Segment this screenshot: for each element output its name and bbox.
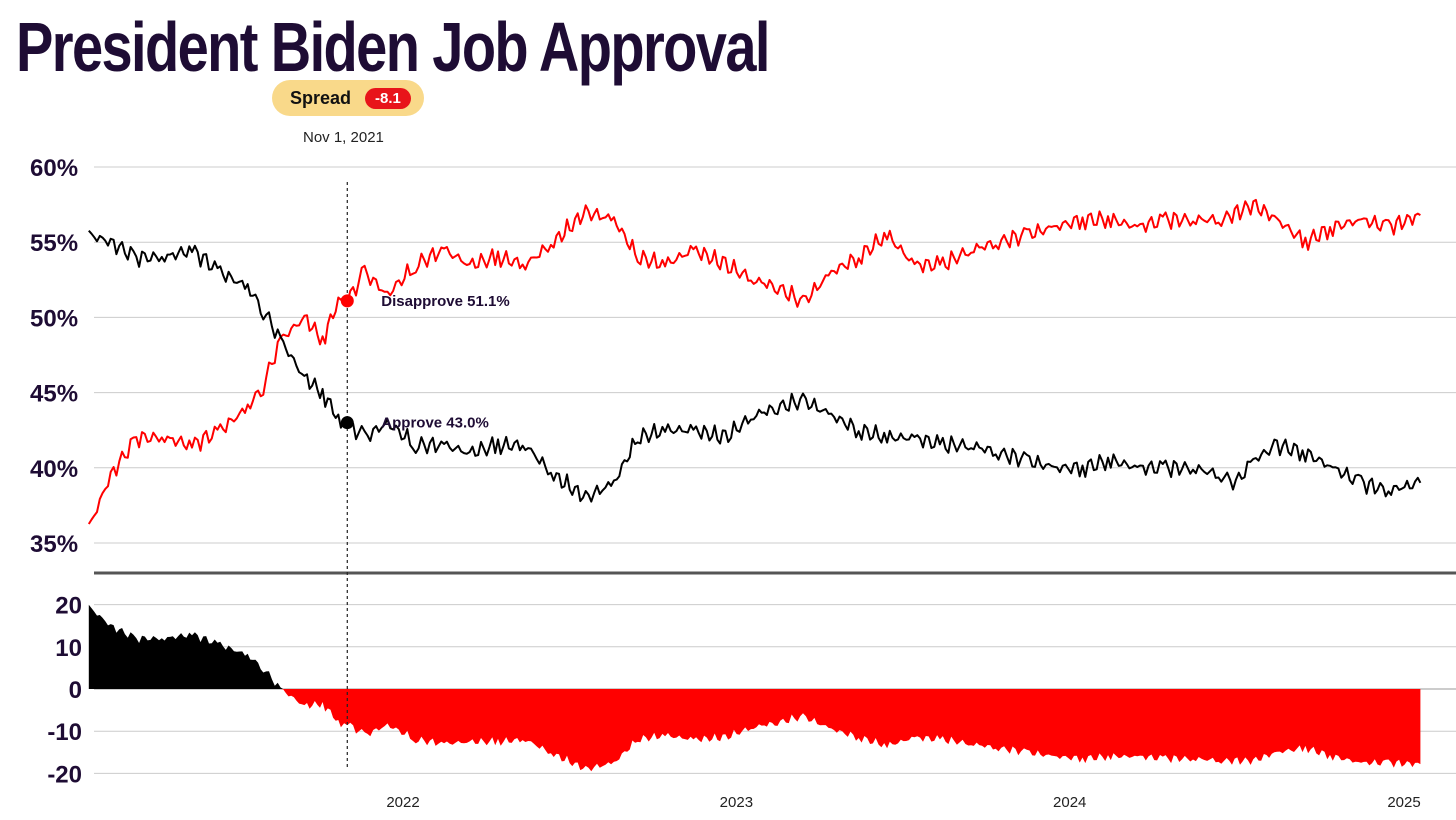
y-tick-label: 60%: [30, 155, 78, 182]
page-title: President Biden Job Approval: [16, 8, 770, 86]
hover-date-label: Nov 1, 2021: [303, 129, 384, 146]
series-line-approve: [88, 230, 1422, 503]
y-tick-label: 45%: [30, 381, 78, 408]
y-tick-label: 40%: [30, 456, 78, 483]
disapprove-marker-dot: [340, 294, 354, 308]
spread-badge-label: Spread: [290, 87, 352, 108]
grid-lines: [94, 166, 1456, 774]
x-tick-label: 2025: [1387, 794, 1420, 811]
spread-area: [88, 604, 1421, 772]
series-lines: [87, 198, 1422, 525]
approve-annotation: Approve 43.0%: [381, 415, 489, 432]
spread-y-tick-label: -10: [47, 719, 82, 746]
x-tick-label: 2022: [386, 794, 419, 811]
y-tick-label: 50%: [30, 305, 78, 332]
disapprove-annotation: Disapprove 51.1%: [381, 293, 509, 310]
series-line-disapprove: [87, 198, 1421, 525]
spread-badge: Spread -8.1: [272, 80, 424, 116]
spread-area-negative: [88, 689, 1421, 772]
spread-y-tick-label: 20: [55, 593, 82, 620]
spread-y-tick-label: 0: [69, 677, 82, 704]
spread-y-tick-label: 10: [55, 635, 82, 662]
spread-y-tick-label: -20: [47, 761, 82, 788]
x-tick-label: 2024: [1053, 794, 1086, 811]
axis-labels: 60% 55% 50% 45% 40% 35% 20 10 0 -10 -20 2022 2023 202…: [30, 155, 1421, 811]
y-tick-label: 55%: [30, 230, 78, 257]
approve-marker-dot: [340, 416, 354, 430]
spread-area-positive: [88, 604, 1421, 689]
x-tick-label: 2023: [720, 794, 753, 811]
spread-badge-value: -8.1: [365, 87, 411, 109]
y-tick-label: 35%: [30, 531, 78, 558]
